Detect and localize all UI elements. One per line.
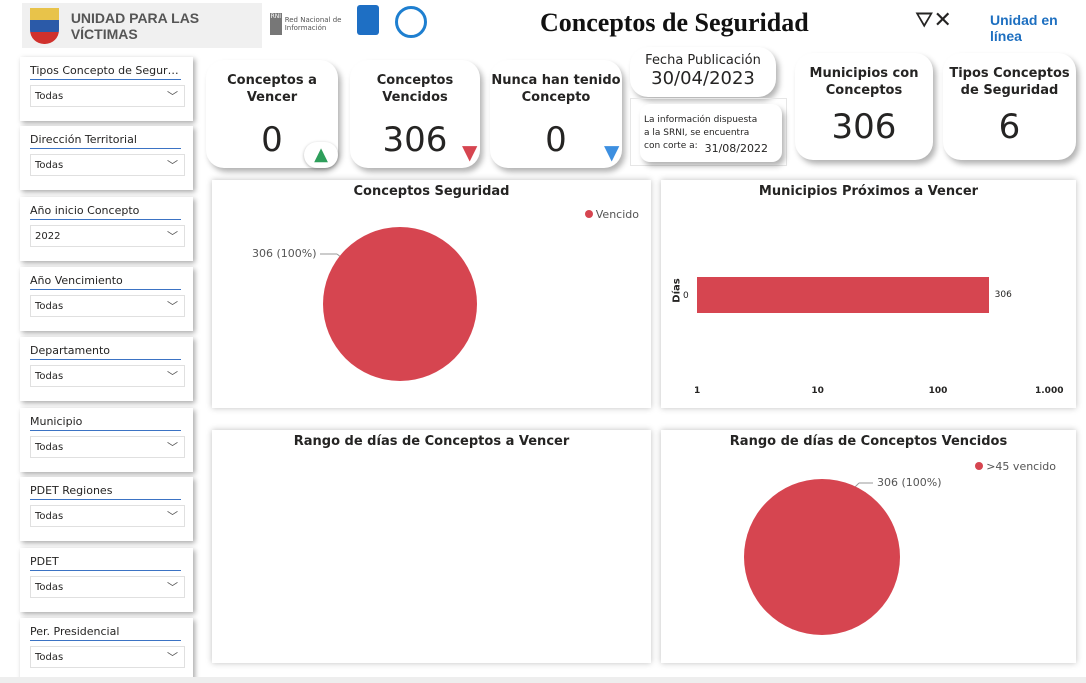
slicer-label: Municipio: [30, 415, 181, 431]
slicer-dropdown[interactable]: Todas ﹀: [30, 646, 185, 668]
slicer-dropdown[interactable]: Todas ﹀: [30, 576, 185, 598]
arrow-down-icon: ▼: [462, 140, 478, 164]
slicer-label: PDET Regiones: [30, 484, 181, 500]
slicer: Año inicio Concepto 2022 ﹀: [20, 197, 193, 261]
slicer-dropdown[interactable]: Todas ﹀: [30, 365, 185, 387]
x-tick-label: 1: [694, 386, 701, 396]
chevron-down-icon: ﹀: [167, 300, 178, 313]
legend-item: Vencido: [584, 208, 639, 221]
kpi-nunca-concepto: Nunca han tenido Concepto 0 ▼: [490, 60, 622, 168]
fecha-publicacion-card: Fecha Publicación 30/04/2023: [630, 47, 776, 97]
kpi-tipos: Tipos Conceptos de Seguridad 6: [943, 53, 1076, 160]
footer-bar: [0, 677, 1086, 683]
chart-conceptos-seguridad: Conceptos Seguridad Vencido 306 (100%): [212, 180, 651, 408]
x-tick-label: 1.000: [1035, 386, 1064, 396]
chevron-down-icon: ﹀: [167, 230, 178, 243]
filter-clear-icon[interactable]: ⛛✕: [915, 8, 952, 33]
slicer-label: Año Vencimiento: [30, 274, 181, 290]
slicer: Tipos Concepto de Seguridad Todas ﹀: [20, 57, 193, 121]
chevron-down-icon: ﹀: [167, 581, 178, 594]
bar: [697, 277, 989, 313]
slicer-dropdown[interactable]: Todas ﹀: [30, 85, 185, 107]
legend-item: >45 vencido: [975, 460, 1056, 473]
kpi-conceptos-a-vencer: Conceptos a Vencer 0 ▲: [206, 60, 338, 168]
pie-slice: [323, 227, 477, 381]
data-label: 306: [994, 290, 1012, 300]
category-label: 0: [683, 291, 689, 301]
coat-of-arms-icon: [30, 7, 59, 44]
chevron-down-icon: ﹀: [167, 159, 178, 172]
chevron-down-icon: ﹀: [167, 651, 178, 664]
kpi-conceptos-vencidos: Conceptos Vencidos 306 ▼: [350, 60, 480, 168]
data-label: 306 (100%): [877, 476, 942, 489]
slicer-dropdown[interactable]: Todas ﹀: [30, 154, 185, 176]
chevron-down-icon: ﹀: [167, 90, 178, 103]
slicer: Per. Presidencial Todas ﹀: [20, 618, 193, 682]
slicer: Departamento Todas ﹀: [20, 337, 193, 401]
slicer: Año Vencimiento Todas ﹀: [20, 267, 193, 331]
org-logo: UNIDAD PARA LAS VÍCTIMAS: [22, 3, 262, 48]
slicer-label: Per. Presidencial: [30, 625, 181, 641]
brand-logo: Unidad en línea: [990, 12, 1058, 44]
slicer-label: Tipos Concepto de Seguridad: [30, 64, 181, 80]
arrow-down-icon: ▼: [604, 140, 620, 164]
data-label: 306 (100%): [252, 247, 317, 260]
arrow-up-icon: ▲: [304, 142, 338, 168]
x-tick-label: 100: [928, 386, 948, 396]
slicer-label: Año inicio Concepto: [30, 204, 181, 220]
chart-rango-a-vencer: Rango de días de Conceptos a Vencer: [212, 430, 651, 663]
iqnet-logo: [395, 6, 427, 38]
rni-logo: RNI Red Nacional de Información: [270, 8, 350, 40]
slicer: PDET Todas ﹀: [20, 548, 193, 612]
chart-municipios-proximos: Municipios Próximos a Vencer Días 0 306 …: [661, 180, 1076, 408]
kpi-municipios: Municipios con Conceptos 306: [795, 53, 933, 160]
slicer-dropdown[interactable]: Todas ﹀: [30, 295, 185, 317]
slicer-dropdown[interactable]: 2022 ﹀: [30, 225, 185, 247]
chart-rango-vencidos: Rango de días de Conceptos Vencidos >45 …: [661, 430, 1076, 663]
slicer: Municipio Todas ﹀: [20, 408, 193, 472]
slicer-dropdown[interactable]: Todas ﹀: [30, 436, 185, 458]
slicer: PDET Regiones Todas ﹀: [20, 477, 193, 541]
chevron-down-icon: ﹀: [167, 510, 178, 523]
slicer: Dirección Territorial Todas ﹀: [20, 126, 193, 190]
slicer-dropdown[interactable]: Todas ﹀: [30, 505, 185, 527]
icontec-logo: [357, 5, 379, 35]
x-tick-label: 10: [811, 386, 824, 396]
chevron-down-icon: ﹀: [167, 441, 178, 454]
org-name: UNIDAD PARA LAS VÍCTIMAS: [70, 9, 200, 42]
page-title: Conceptos de Seguridad: [540, 8, 809, 37]
y-axis-label: Días: [671, 278, 683, 303]
slicer-label: PDET: [30, 555, 181, 571]
chevron-down-icon: ﹀: [167, 370, 178, 383]
slicer-label: Departamento: [30, 344, 181, 360]
slicer-label: Dirección Territorial: [30, 133, 181, 149]
corte-note: La información dispuesta a la SRNI, se e…: [640, 104, 782, 162]
pie-slice: [744, 479, 900, 635]
